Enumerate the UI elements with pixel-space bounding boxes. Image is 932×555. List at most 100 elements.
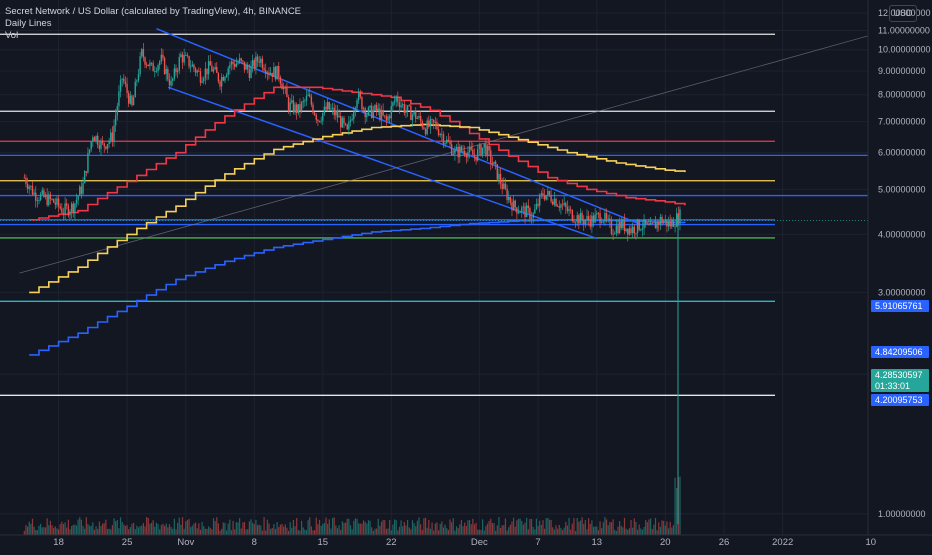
volume-bar — [632, 527, 634, 535]
volume-bar — [588, 518, 590, 535]
volume-bar — [335, 525, 337, 535]
candle-body — [398, 102, 401, 108]
candle-body — [622, 219, 624, 228]
candle-body — [110, 132, 112, 141]
indicator-daily-lines[interactable]: Daily Lines — [5, 18, 52, 29]
volume-bar — [322, 524, 324, 535]
candle-body — [235, 63, 238, 67]
candle-body — [661, 216, 663, 224]
volume-bar — [173, 518, 175, 535]
volume-bar — [172, 528, 174, 535]
volume-bar — [508, 527, 510, 535]
volume-bar — [134, 529, 136, 535]
volume-bar — [385, 528, 387, 535]
candle-body — [470, 146, 472, 150]
volume-bar — [542, 520, 544, 535]
candle-body — [121, 78, 123, 80]
candle-body — [366, 115, 368, 118]
candle-body — [38, 200, 40, 201]
volume-bar — [188, 518, 190, 535]
candle-body — [542, 193, 544, 196]
candle-body — [261, 58, 264, 69]
candle-body — [602, 221, 605, 223]
candle-body — [416, 117, 419, 119]
candle-body — [568, 209, 570, 212]
candle-body — [411, 114, 414, 121]
volume-bar — [167, 527, 169, 535]
candle-body — [571, 209, 574, 222]
volume-bar — [529, 518, 531, 535]
candle-body — [509, 196, 512, 203]
volume-bar — [495, 530, 497, 535]
volume-bar — [318, 519, 321, 535]
volume-bar — [253, 524, 255, 535]
candle-body — [101, 140, 104, 144]
candle-body — [318, 121, 321, 122]
volume-bar — [242, 522, 244, 535]
volume-bar — [235, 522, 237, 535]
x-tick-label: 18 — [53, 537, 64, 548]
candle-body — [521, 207, 523, 213]
volume-bar — [390, 530, 392, 535]
candle-body — [85, 171, 87, 173]
indicator-volume[interactable]: Vol — [5, 30, 19, 41]
volume-bar — [516, 520, 518, 535]
candle-body — [212, 69, 215, 72]
volume-bar — [560, 527, 562, 535]
volume-bar — [287, 530, 290, 535]
candle-body — [475, 156, 477, 161]
candle-body — [565, 203, 567, 208]
volume-bar — [545, 518, 547, 535]
volume-bar — [247, 529, 249, 535]
volume-bar — [331, 517, 334, 535]
volume-bar — [75, 525, 78, 535]
volume-bar — [364, 521, 366, 535]
volume-bar — [498, 517, 500, 535]
candle-body — [463, 150, 466, 155]
volume-bar — [566, 525, 569, 535]
volume-bar — [513, 517, 515, 535]
volume-bar — [348, 518, 350, 535]
volume-bar — [23, 530, 25, 535]
volume-bar — [376, 528, 378, 535]
candle-body — [605, 213, 608, 219]
volume-bar — [265, 530, 267, 535]
candle-body — [79, 186, 81, 197]
volume-bar — [633, 518, 635, 535]
candle-body — [253, 60, 255, 69]
volume-bar — [408, 527, 410, 535]
volume-bar — [116, 520, 118, 535]
candle-body — [36, 200, 39, 202]
candle-body — [297, 104, 300, 114]
volume-bar — [646, 522, 648, 535]
candle-body — [129, 95, 132, 104]
candle-body — [436, 122, 438, 130]
volume-bar — [62, 523, 65, 535]
volume-bar — [597, 530, 600, 535]
volume-bar — [377, 518, 379, 535]
candle-body — [431, 119, 433, 121]
candle-body — [618, 221, 621, 234]
candle-body — [545, 195, 547, 200]
candle-body — [569, 209, 572, 211]
volume-bar — [239, 518, 241, 535]
candle-body — [95, 135, 97, 141]
candle-body — [428, 120, 430, 127]
candle-body — [87, 153, 89, 173]
symbol-title[interactable]: Secret Network / US Dollar (calculated b… — [5, 6, 302, 17]
candle-body — [390, 106, 392, 119]
candle-body — [191, 64, 194, 67]
candle-body — [449, 141, 451, 145]
volume-bar — [374, 528, 376, 535]
candle-body — [607, 218, 609, 220]
volume-bar — [274, 528, 277, 535]
volume-bar — [147, 517, 149, 535]
moving-average-line — [29, 86, 686, 221]
candle-body — [299, 104, 301, 111]
volume-bar — [592, 526, 595, 535]
candle-body — [185, 55, 187, 56]
currency-button[interactable]: USD — [889, 5, 917, 22]
volume-bar — [105, 519, 107, 535]
